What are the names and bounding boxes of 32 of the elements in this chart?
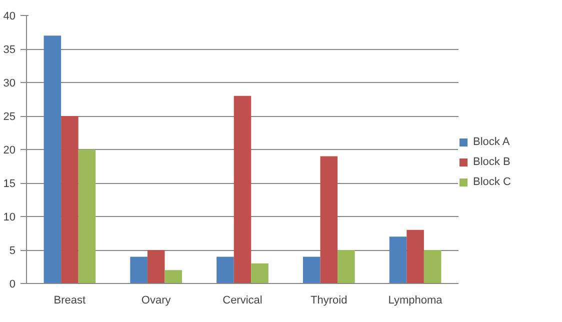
bar bbox=[216, 256, 234, 284]
bar bbox=[61, 116, 78, 284]
y-tick-label: 35 bbox=[3, 44, 16, 56]
y-tick-label: 25 bbox=[3, 111, 16, 123]
bar bbox=[147, 250, 165, 284]
bar bbox=[251, 263, 268, 284]
x-tick-label: Thyroid bbox=[310, 294, 348, 306]
bar bbox=[234, 96, 252, 284]
y-tick-label: 5 bbox=[9, 245, 16, 257]
bar bbox=[302, 256, 320, 284]
bar bbox=[338, 250, 355, 284]
legend-label: Block A bbox=[473, 136, 510, 148]
x-tick-label: Cervical bbox=[222, 294, 262, 306]
bar bbox=[78, 150, 96, 284]
bar bbox=[424, 250, 442, 284]
y-tick-label: 15 bbox=[3, 178, 16, 190]
legend-label: Block C bbox=[473, 176, 511, 188]
bar bbox=[130, 256, 148, 284]
y-tick-label: 0 bbox=[9, 278, 16, 290]
x-tick-label: Breast bbox=[54, 294, 86, 306]
y-tick-label: 20 bbox=[3, 144, 16, 156]
bar bbox=[406, 230, 424, 284]
bar bbox=[389, 236, 407, 284]
x-tick-label: Lymphoma bbox=[388, 294, 444, 306]
legend-label: Block B bbox=[473, 156, 510, 168]
bar bbox=[320, 156, 338, 284]
bar bbox=[164, 270, 182, 284]
y-tick-label: 40 bbox=[3, 10, 16, 22]
y-tick-label: 30 bbox=[3, 78, 16, 90]
bar bbox=[44, 36, 62, 284]
y-tick-label: 10 bbox=[3, 212, 16, 224]
x-tick-label: Ovary bbox=[141, 294, 172, 306]
